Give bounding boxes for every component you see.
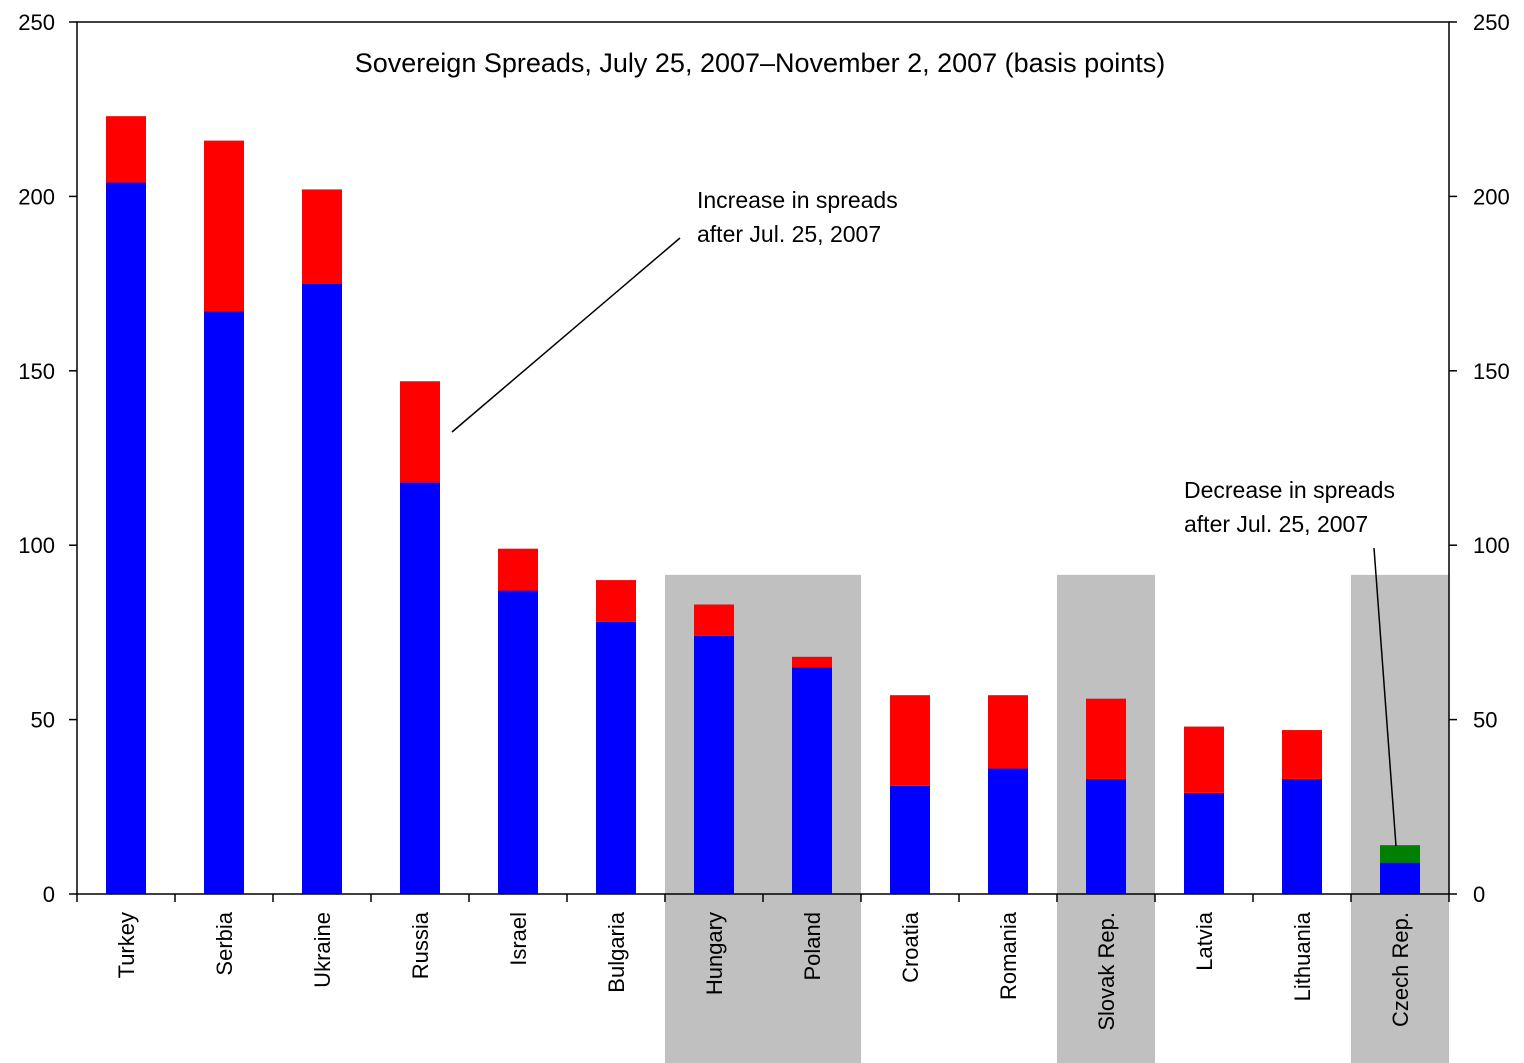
- bar-increase-israel: [498, 548, 538, 591]
- x-label-russia: Russia: [408, 911, 433, 979]
- bar-increase-hungary: [694, 604, 734, 636]
- bar-base-slovak-rep: [1086, 778, 1126, 894]
- bar-base-israel: [498, 590, 538, 894]
- y-tick-label-right-150: 150: [1473, 359, 1510, 384]
- annotation-decrease-text: Decrease in spreads after Jul. 25, 2007: [1184, 477, 1395, 537]
- bar-base-bulgaria: [596, 621, 636, 894]
- y-tick-label-right-50: 50: [1473, 708, 1497, 733]
- bar-increase-lithuania: [1282, 730, 1322, 779]
- y-tick-label-left-200: 200: [18, 184, 55, 209]
- bar-base-turkey: [106, 182, 146, 894]
- x-label-serbia: Serbia: [212, 911, 237, 975]
- bar-increase-croatia: [890, 695, 930, 786]
- annotation-decrease-leader: [1373, 547, 1397, 847]
- bar-base-lithuania: [1282, 778, 1322, 894]
- bar-decrease-czech-rep: [1380, 845, 1420, 863]
- bar-base-serbia: [204, 311, 244, 894]
- annotation-decrease-line-0: Decrease in spreads: [1184, 477, 1395, 503]
- x-label-latvia: Latvia: [1192, 911, 1217, 970]
- x-axis: Turkey Serbia Ukraine Russia Israel Bulgaria H…: [76, 894, 1450, 1031]
- bar-base-ukraine: [302, 283, 342, 895]
- x-label-ukraine: Ukraine: [310, 912, 335, 988]
- left-y-axis: 0 50 100 150 200 250: [18, 10, 77, 907]
- bar-increase-turkey: [106, 116, 146, 183]
- x-label-israel: Israel: [506, 912, 531, 966]
- bar-base-romania: [988, 768, 1028, 894]
- annotations: Increase in spreads after Jul. 25, 2007De…: [451, 187, 1397, 847]
- y-tick-label-left-150: 150: [18, 359, 55, 384]
- x-label-hungary: Hungary: [702, 912, 727, 995]
- x-label-turkey: Turkey: [114, 912, 139, 978]
- annotation-increase-line-0: Increase in spreads: [697, 187, 898, 213]
- x-label-lithuania: Lithuania: [1290, 911, 1315, 1001]
- x-label-croatia: Croatia: [898, 911, 923, 983]
- x-label-bulgaria: Bulgaria: [604, 911, 629, 992]
- bar-base-croatia: [890, 785, 930, 894]
- x-label-czech-rep: Czech Rep.: [1388, 912, 1413, 1027]
- bar-increase-poland: [792, 656, 832, 668]
- highlight-bands: [665, 574, 1449, 1063]
- x-label-poland: Poland: [800, 912, 825, 981]
- bar-base-hungary: [694, 635, 734, 894]
- bar-base-latvia: [1184, 792, 1224, 894]
- bar-base-russia: [400, 482, 440, 894]
- bar-increase-bulgaria: [596, 580, 636, 622]
- y-tick-label-right-200: 200: [1473, 184, 1510, 209]
- bar-increase-serbia: [204, 140, 244, 312]
- y-tick-label-right-100: 100: [1473, 533, 1510, 558]
- chart-title: Sovereign Spreads, July 25, 2007–Novembe…: [355, 48, 1165, 78]
- bar-increase-latvia: [1184, 726, 1224, 793]
- annotation-decrease-line-1: after Jul. 25, 2007: [1184, 511, 1368, 537]
- bar-base-czech-rep: [1380, 862, 1420, 894]
- bar-group: [106, 116, 1420, 895]
- annotation-increase-text: Increase in spreads after Jul. 25, 2007: [697, 187, 898, 247]
- y-tick-label-left-250: 250: [18, 10, 55, 35]
- bar-base-poland: [792, 667, 832, 894]
- bar-increase-romania: [988, 695, 1028, 769]
- annotation-increase-leader: [451, 237, 681, 433]
- y-tick-label-left-0: 0: [43, 882, 55, 907]
- x-label-romania: Romania: [996, 911, 1021, 1000]
- bar-increase-slovak-rep: [1086, 698, 1126, 779]
- y-tick-label-right-0: 0: [1473, 882, 1485, 907]
- y-tick-label-left-100: 100: [18, 533, 55, 558]
- x-label-slovak-rep: Slovak Rep.: [1094, 912, 1119, 1031]
- y-tick-label-right-250: 250: [1473, 10, 1510, 35]
- bar-increase-ukraine: [302, 189, 342, 284]
- highlight-band-czech-rep: [1351, 574, 1449, 1063]
- annotation-increase-line-1: after Jul. 25, 2007: [697, 221, 881, 247]
- bar-increase-russia: [400, 381, 440, 483]
- y-tick-label-left-50: 50: [31, 708, 55, 733]
- right-y-axis: 0 50 100 150 200 250: [1449, 10, 1510, 907]
